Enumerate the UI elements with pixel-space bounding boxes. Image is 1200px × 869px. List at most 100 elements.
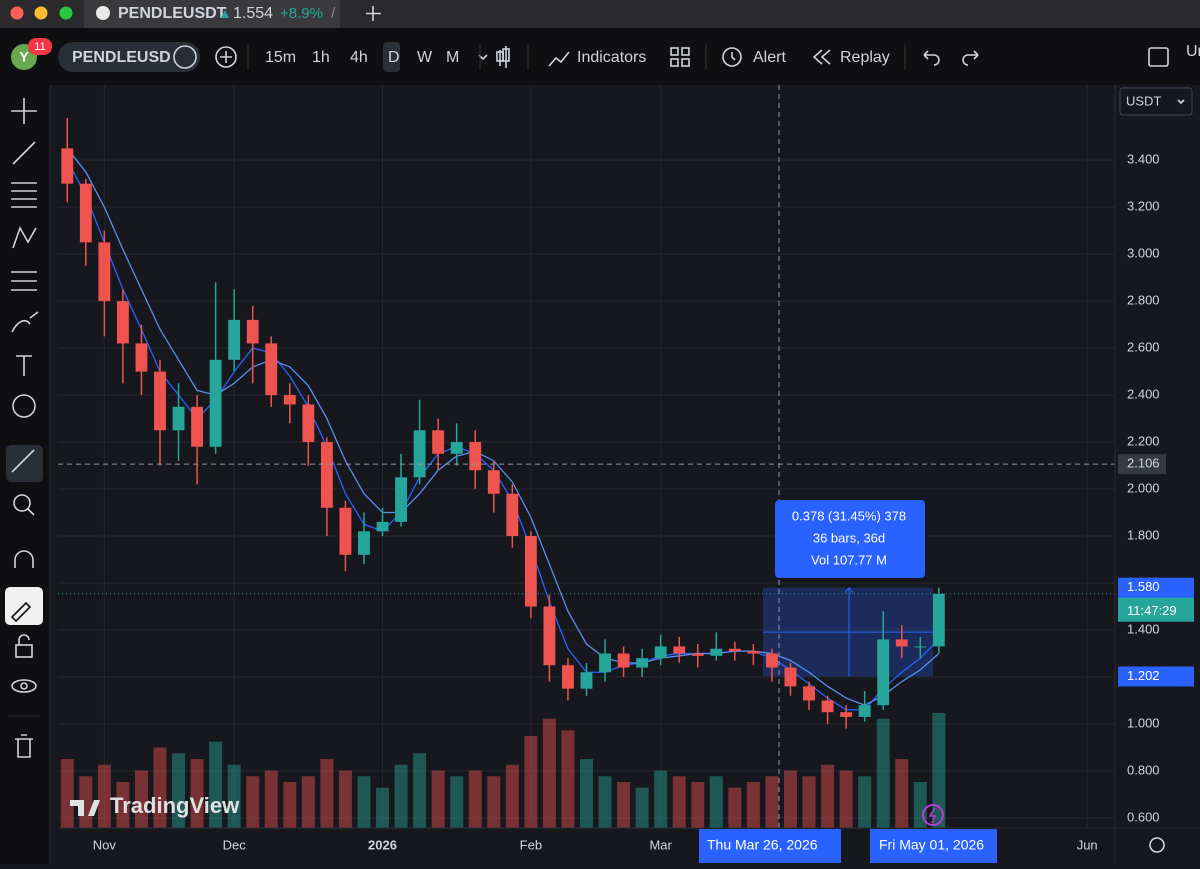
icon-shape [548, 51, 570, 67]
volume-bar [654, 770, 668, 828]
y-tick-label: 2.800 [1127, 293, 1160, 308]
icon-shape [58, 42, 200, 72]
candle-body [191, 406, 204, 447]
y-tick-label: 3.000 [1127, 246, 1160, 261]
candle-body [450, 442, 463, 454]
y-tick-label: 3.400 [1127, 152, 1160, 167]
crosshair-date-box [699, 829, 841, 863]
flash-icon [922, 804, 944, 826]
icon-shape [11, 449, 35, 473]
icon-shape [11, 98, 37, 124]
volume-bar [357, 776, 371, 828]
volume-bar [376, 787, 390, 828]
icon-shape [14, 550, 34, 568]
candle-body [413, 430, 426, 478]
icon-shape [20, 682, 28, 690]
icon-shape [681, 58, 690, 67]
candle-body [79, 183, 92, 243]
icon-shape [0, 28, 1200, 85]
candle-body [116, 301, 129, 344]
volume-bar [283, 782, 297, 828]
crosshair-price-box [1118, 454, 1166, 475]
icon-shape [15, 644, 33, 658]
label: 11 [34, 41, 45, 53]
candle-body [469, 442, 482, 471]
icon-shape [12, 394, 36, 418]
candle-body [914, 646, 927, 648]
label: Replay [840, 49, 890, 66]
currency-select[interactable] [1119, 87, 1193, 116]
volume-bar [746, 782, 760, 828]
candle-body [840, 712, 853, 717]
interval-button[interactable]: M [446, 49, 459, 66]
y-tick-label: 1.800 [1127, 527, 1160, 542]
x-tick-label: Jun [1077, 837, 1098, 852]
candle-body [784, 667, 797, 687]
icon-shape [12, 226, 37, 249]
volume-bar [839, 770, 853, 828]
volume-bar [134, 770, 148, 828]
icon-shape [15, 734, 33, 758]
label: +8.9% [280, 5, 323, 22]
measure-text: Vol 107.77 M [811, 552, 887, 567]
crosshair-price: 2.106 [1127, 456, 1160, 471]
icon-shape [812, 49, 831, 65]
candle-body [673, 646, 686, 654]
candle-body [98, 242, 111, 302]
x-tick-label: Feb [520, 837, 542, 852]
volume-bar [783, 770, 797, 828]
volume-bar [542, 718, 556, 828]
interval-button[interactable]: 1h [312, 49, 330, 66]
volume-bar [598, 776, 612, 828]
icon-shape [722, 47, 742, 67]
icon-shape [366, 6, 381, 21]
volume-bar [209, 741, 223, 828]
y-tick-label: 0.800 [1127, 762, 1160, 777]
candle-body [228, 319, 241, 360]
candle-body [339, 507, 352, 555]
candle-body [766, 653, 778, 668]
candle-body [599, 653, 611, 673]
interval-button[interactable]: W [417, 49, 433, 66]
watermark: TradingView [110, 793, 240, 818]
interval-button[interactable]: 15m [265, 49, 296, 66]
candle-body [932, 593, 945, 647]
candle-body [154, 371, 166, 431]
candle-body [654, 646, 667, 659]
volume-bar [635, 787, 649, 828]
candle-body [172, 406, 185, 431]
label: Alert [753, 49, 786, 66]
volume-bar [468, 770, 482, 828]
icon-shape [221, 10, 229, 18]
measure-tooltip [775, 500, 925, 578]
volume-bar [190, 759, 204, 828]
candle-body [283, 395, 296, 405]
interval-button[interactable]: D [388, 49, 400, 66]
volume-bar [301, 776, 315, 828]
volume-bar [691, 782, 705, 828]
icon-shape [962, 50, 979, 66]
candle-body [358, 531, 370, 555]
icon-shape [670, 58, 679, 67]
icon-shape [13, 494, 31, 512]
measure-date: Fri May 01, 2026 [879, 837, 984, 853]
icon-shape [18, 634, 30, 645]
candle-body [265, 343, 278, 396]
candle-body [710, 648, 723, 656]
icon-shape [11, 679, 37, 693]
volume-bar [320, 759, 334, 828]
measure-bottom-box [1118, 666, 1194, 687]
y-tick-label: 2.400 [1127, 387, 1160, 402]
currency: USDT [1126, 93, 1161, 108]
measure-bottom-label: 1.202 [1127, 668, 1160, 683]
icon-shape [11, 311, 39, 333]
candle-body [858, 705, 871, 717]
candle-body [395, 477, 407, 522]
interval-button[interactable]: 4h [350, 49, 368, 66]
volume-bar [617, 782, 631, 828]
volume-bar [580, 759, 593, 828]
candle-body [61, 148, 74, 184]
candle-body [636, 658, 649, 668]
x-tick-label: Mar [649, 837, 672, 852]
